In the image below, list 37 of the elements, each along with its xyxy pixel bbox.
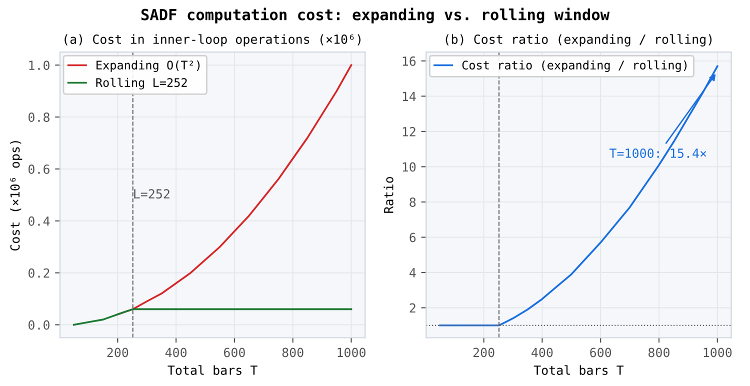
chart-title: SADF computation cost: expanding vs. rolling window xyxy=(141,8,610,24)
ref-line-label: L=252 xyxy=(134,189,170,199)
x-tick-label: 800 xyxy=(282,348,304,358)
x-tick-label: 600 xyxy=(590,348,612,358)
y-tick-label: 0.2 xyxy=(28,268,50,278)
legend-label: Expanding O(T²) xyxy=(96,60,200,72)
legend-label: Cost ratio (expanding / rolling) xyxy=(462,60,687,72)
y-tick-label: 2 xyxy=(410,303,416,313)
y-tick-label: 4 xyxy=(410,268,416,278)
y-axis-title: Ratio xyxy=(384,176,394,213)
y-axis-title: Cost (×10⁶ ops) xyxy=(10,141,22,251)
x-tick-label: 1000 xyxy=(338,348,366,358)
y-tick-label: 0.0 xyxy=(28,320,50,330)
annotation: T=1000: 15.4× xyxy=(609,148,706,158)
x-axis-title: Total bars T xyxy=(168,365,258,375)
y-tick-label: 0.6 xyxy=(28,164,50,174)
y-tick-label: 0.4 xyxy=(28,216,50,226)
y-tick-label: 6 xyxy=(410,232,416,242)
x-tick-label: 200 xyxy=(107,348,128,358)
x-tick-label: 600 xyxy=(224,348,245,358)
y-tick-label: 0.8 xyxy=(28,112,50,122)
legend-label: Rolling L=252 xyxy=(96,78,187,90)
y-tick-label: 8 xyxy=(410,197,416,207)
x-tick-label: 400 xyxy=(165,348,187,358)
chart-subtitle: (b) Cost ratio (expanding / rolling) xyxy=(446,34,712,46)
x-tick-label: 800 xyxy=(648,348,670,358)
line-series xyxy=(72,308,352,326)
x-tick-label: 400 xyxy=(532,348,553,358)
y-tick-label: 1.0 xyxy=(29,60,50,70)
y-tick-label: 10 xyxy=(402,162,416,172)
y-tick-label: 12 xyxy=(402,126,416,136)
x-tick-label: 200 xyxy=(473,348,494,358)
y-tick-label: 14 xyxy=(402,92,416,101)
x-axis-title: Total bars T xyxy=(534,365,624,375)
x-tick-label: 1000 xyxy=(704,348,732,358)
chart-subtitle: (a) Cost in inner-loop operations (×10⁶) xyxy=(64,34,360,46)
y-tick-label: 16 xyxy=(402,56,416,66)
